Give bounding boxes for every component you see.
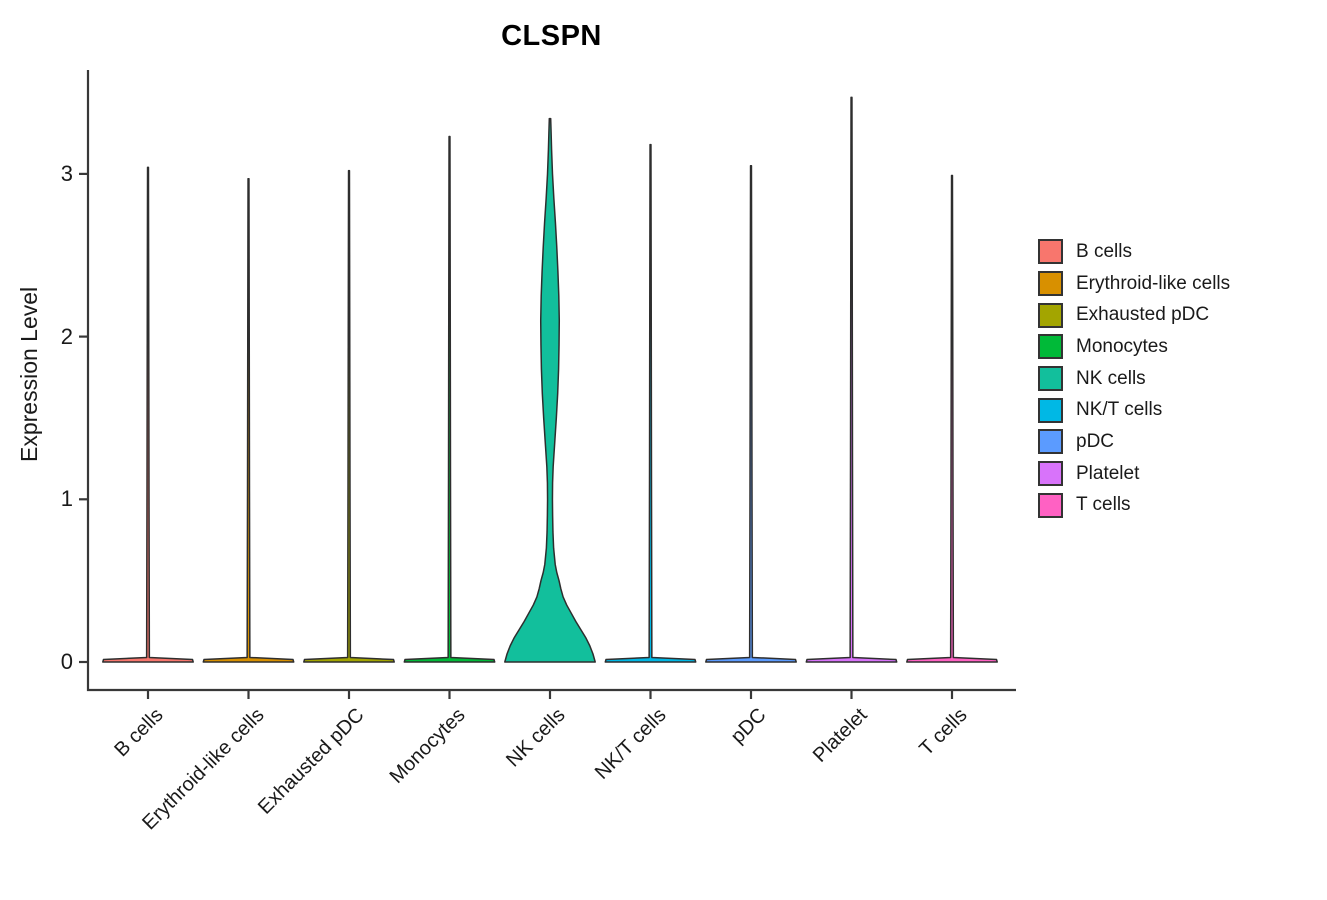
legend-item: T cells	[1038, 490, 1230, 522]
violin-nk-cells	[504, 117, 596, 663]
legend-swatch	[1038, 461, 1063, 487]
legend-item: Erythroid-like cells	[1038, 268, 1230, 300]
legend-swatch	[1038, 271, 1063, 297]
violin-erythroid-like-cells	[202, 178, 295, 663]
legend-label: B cells	[1076, 240, 1132, 262]
chart-title: CLSPN	[501, 20, 602, 52]
legend-swatch	[1038, 397, 1063, 423]
violin-b-cells	[102, 166, 194, 663]
legend-label: NK cells	[1076, 367, 1146, 389]
violin-platelet	[805, 96, 898, 663]
legend-label: NK/T cells	[1076, 399, 1163, 421]
legend-label: Monocytes	[1076, 335, 1168, 357]
y-tick-label: 1	[60, 486, 73, 512]
legend-label: Platelet	[1076, 462, 1140, 484]
legend-item: NK cells	[1038, 363, 1230, 395]
legend-swatch	[1038, 429, 1063, 455]
legend-item: B cells	[1038, 236, 1230, 268]
violin-exhausted-pdc	[303, 169, 395, 663]
legend-item: Platelet	[1038, 458, 1230, 490]
legend-swatch	[1038, 302, 1063, 328]
legend-swatch	[1038, 492, 1063, 518]
legend-swatch	[1038, 334, 1063, 360]
legend-item: pDC	[1038, 426, 1230, 458]
legend-label: Erythroid-like cells	[1076, 272, 1231, 294]
legend-label: T cells	[1076, 494, 1131, 516]
y-tick-label: 3	[60, 160, 73, 186]
legend-swatch	[1038, 366, 1063, 392]
violin-pdc	[705, 165, 797, 663]
violin-monocytes	[403, 135, 496, 663]
legend-label: pDC	[1076, 430, 1115, 452]
legend-item: NK/T cells	[1038, 394, 1230, 426]
axis-lines	[86, 70, 1016, 692]
legend-item: Monocytes	[1038, 331, 1230, 363]
y-tick-label: 2	[60, 323, 73, 349]
legend-label: Exhausted pDC	[1076, 304, 1210, 326]
legend: B cells Erythroid-like cells Exhausted pDC…	[1038, 236, 1230, 521]
violin-nk-t-cells	[604, 143, 697, 663]
legend-item: Exhausted pDC	[1038, 299, 1230, 331]
legend-swatch	[1038, 239, 1063, 265]
y-tick-label: 0	[60, 649, 73, 674]
violin-t-cells	[906, 174, 998, 663]
